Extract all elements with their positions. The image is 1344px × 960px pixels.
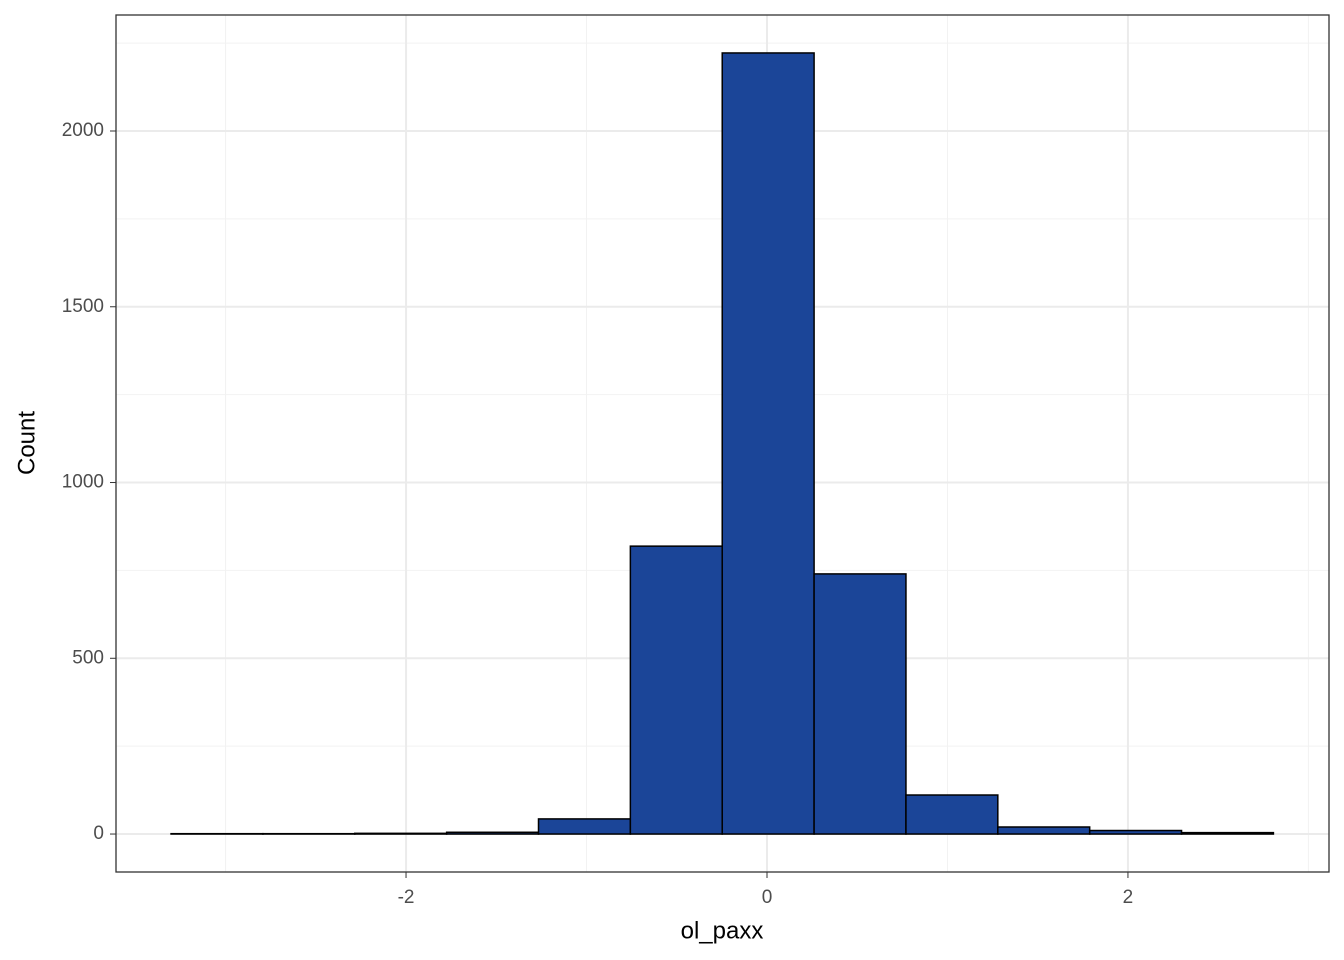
bar	[813, 573, 907, 835]
plot-border	[115, 14, 1330, 873]
x-tick-label: 2	[1123, 887, 1134, 908]
y-tick-label: 1000	[62, 472, 104, 493]
bar	[721, 52, 815, 835]
bar	[629, 545, 723, 835]
x-tick-label: -2	[398, 887, 415, 908]
bar	[537, 818, 632, 835]
y-axis-title: Count	[13, 411, 40, 475]
y-tick-label: 0	[93, 823, 104, 844]
bar	[354, 832, 448, 835]
bar	[997, 826, 1091, 835]
bar	[445, 831, 540, 835]
x-axis-title: ol_paxx	[681, 917, 764, 944]
y-tick-label: 500	[72, 647, 104, 668]
bar	[905, 794, 999, 835]
x-tick-label: 0	[762, 887, 773, 908]
y-tick-label: 1500	[62, 296, 104, 317]
bar	[1088, 829, 1183, 835]
y-tick-label: 2000	[62, 120, 104, 141]
bar	[1180, 831, 1275, 835]
